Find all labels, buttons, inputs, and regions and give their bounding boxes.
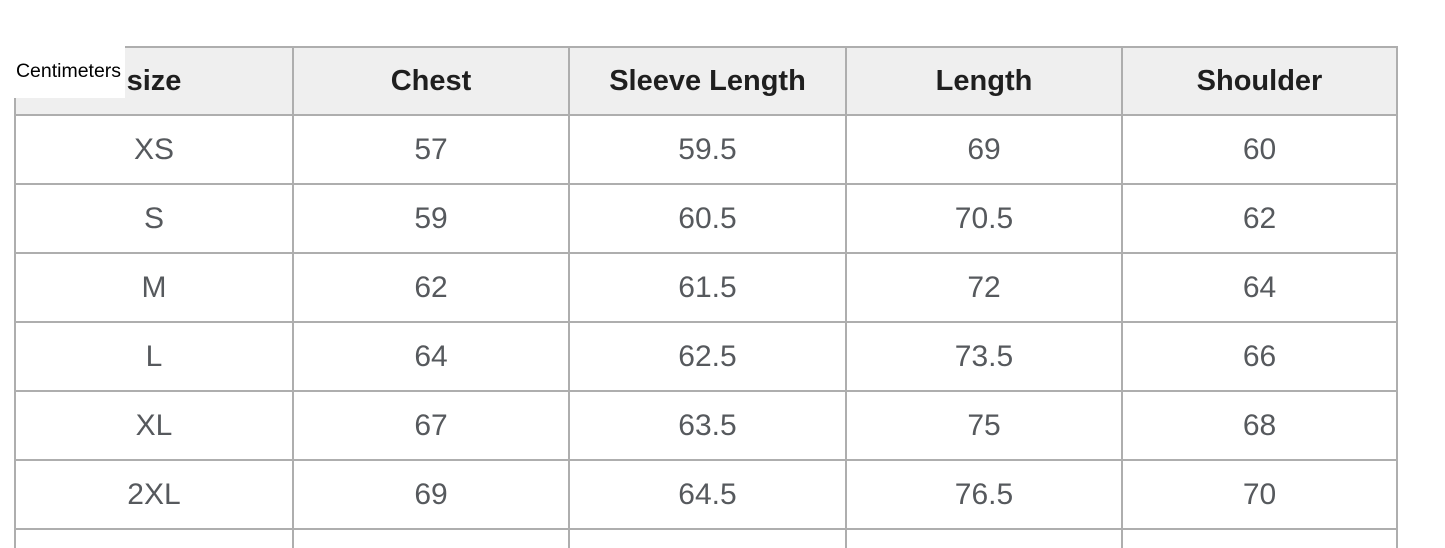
cell-chest: 59	[292, 183, 570, 254]
cell-sleeve-length: 60.5	[568, 183, 847, 254]
cell-size: 2XL	[14, 459, 294, 530]
cell-length: 70.5	[845, 183, 1123, 254]
column-header-chest: Chest	[292, 46, 570, 116]
cell-chest: 64	[292, 321, 570, 392]
table-row: XS 57 59.5 69 60	[14, 114, 1398, 185]
table-row: L 64 62.5 73.5 66	[14, 321, 1398, 392]
cell-shoulder: 64	[1121, 252, 1398, 323]
cell-chest: 62	[292, 252, 570, 323]
cell-length	[845, 528, 1123, 548]
cell-size: S	[14, 183, 294, 254]
cell-shoulder: 60	[1121, 114, 1398, 185]
size-chart-table: size Chest Sleeve Length Length Shoulder…	[14, 46, 1398, 548]
cell-shoulder: 70	[1121, 459, 1398, 530]
cell-sleeve-length	[568, 528, 847, 548]
cell-sleeve-length: 61.5	[568, 252, 847, 323]
unit-label[interactable]: Centimeters	[12, 44, 125, 98]
cell-sleeve-length: 63.5	[568, 390, 847, 461]
table-row-partial	[14, 528, 1398, 548]
cell-length: 69	[845, 114, 1123, 185]
cell-chest	[292, 528, 570, 548]
cell-size: XL	[14, 390, 294, 461]
cell-size	[14, 528, 294, 548]
cell-sleeve-length: 59.5	[568, 114, 847, 185]
cell-size: L	[14, 321, 294, 392]
table-row: M 62 61.5 72 64	[14, 252, 1398, 323]
column-header-shoulder: Shoulder	[1121, 46, 1398, 116]
cell-length: 72	[845, 252, 1123, 323]
cell-shoulder	[1121, 528, 1398, 548]
cell-length: 75	[845, 390, 1123, 461]
cell-size: XS	[14, 114, 294, 185]
cell-sleeve-length: 62.5	[568, 321, 847, 392]
header-row: size Chest Sleeve Length Length Shoulder	[14, 46, 1398, 116]
cell-length: 76.5	[845, 459, 1123, 530]
column-header-sleeve-length: Sleeve Length	[568, 46, 847, 116]
cell-shoulder: 68	[1121, 390, 1398, 461]
cell-sleeve-length: 64.5	[568, 459, 847, 530]
cell-size: M	[14, 252, 294, 323]
table-row: XL 67 63.5 75 68	[14, 390, 1398, 461]
column-header-length: Length	[845, 46, 1123, 116]
cell-chest: 57	[292, 114, 570, 185]
cell-chest: 69	[292, 459, 570, 530]
table-row: 2XL 69 64.5 76.5 70	[14, 459, 1398, 530]
cell-chest: 67	[292, 390, 570, 461]
cell-shoulder: 62	[1121, 183, 1398, 254]
cell-shoulder: 66	[1121, 321, 1398, 392]
cell-length: 73.5	[845, 321, 1123, 392]
table-row: S 59 60.5 70.5 62	[14, 183, 1398, 254]
